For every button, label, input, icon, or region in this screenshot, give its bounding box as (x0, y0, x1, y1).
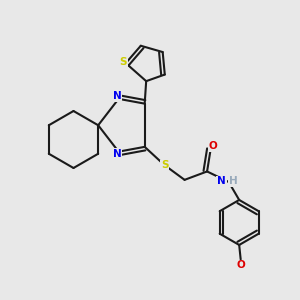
Text: O: O (237, 260, 245, 270)
Text: N: N (113, 149, 122, 159)
Text: H: H (229, 176, 237, 186)
Text: S: S (120, 57, 127, 67)
Text: N: N (217, 176, 226, 186)
Text: N: N (113, 92, 122, 101)
Text: S: S (161, 160, 169, 170)
Text: O: O (209, 141, 218, 151)
